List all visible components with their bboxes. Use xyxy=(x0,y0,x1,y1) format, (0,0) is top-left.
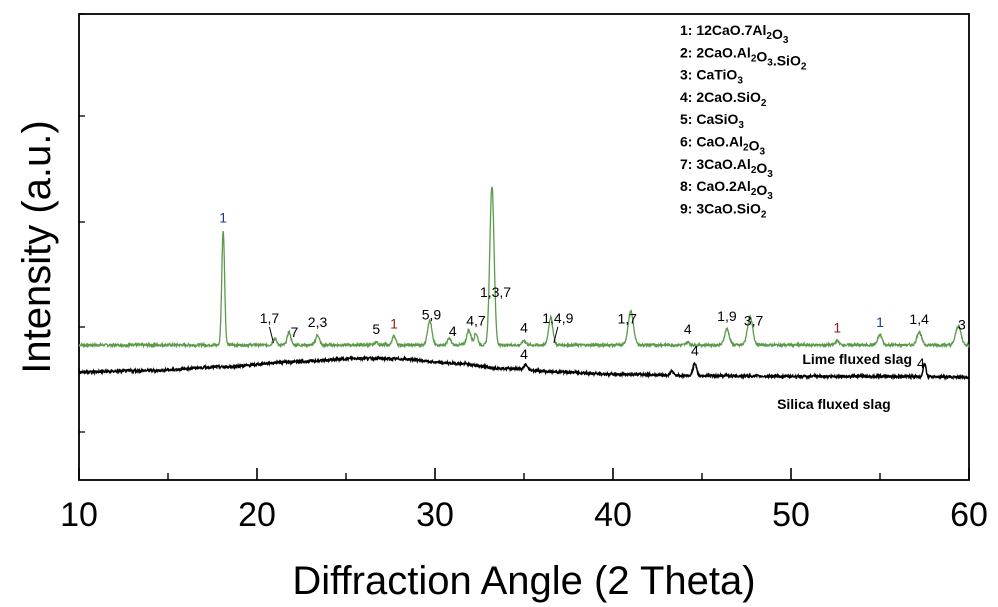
legend-entry: 4: 2CaO.SiO2 xyxy=(680,89,767,109)
x-tick-label: 50 xyxy=(772,496,810,534)
peak-annotations: 11,772,3 5 15,944,71,3,741,4,9 1,741,9 3,7 1 1… xyxy=(219,209,966,371)
x-axis-title: Diffraction Angle (2 Theta) xyxy=(292,559,755,603)
peak-label: 1 xyxy=(219,209,227,225)
legend-entry: 1: 12CaO.7Al2O3 xyxy=(680,22,789,46)
legend-entry: 7: 3CaO.Al2O3 xyxy=(680,156,773,180)
peak-label: 7 xyxy=(290,324,298,340)
peak-label: 3,7 xyxy=(744,313,764,329)
peak-label: 5 xyxy=(372,321,380,337)
legend-entry: 5: CaSiO3 xyxy=(680,111,744,131)
peak-label: 1,7 xyxy=(618,310,638,326)
peak-label: 4 xyxy=(520,320,528,336)
x-axis-ticks: 10 20 30 40 50 60 xyxy=(60,468,988,534)
peak-label: 4 xyxy=(917,355,925,371)
peak-label: 3 xyxy=(958,316,966,332)
peak-label: 4 xyxy=(520,346,528,362)
series-line xyxy=(78,354,970,381)
legend-entry: 6: CaO.Al2O3 xyxy=(680,134,765,158)
legend-entry: 3: CaTiO3 xyxy=(680,67,743,87)
peak-label: 1 xyxy=(833,320,841,336)
peak-label: 1,4 xyxy=(909,311,929,327)
peak-label: 4 xyxy=(684,321,692,337)
peak-label: 1,4,9 xyxy=(542,310,573,326)
peak-label: 1,7 xyxy=(260,310,280,326)
series-label: Silica fluxed slag xyxy=(777,396,891,412)
series-layer: Lime fluxed slag Silica fluxed slag xyxy=(78,186,970,412)
x-tick-label: 60 xyxy=(950,496,988,534)
series-label: Lime fluxed slag xyxy=(802,351,912,367)
peak-label: 1 xyxy=(876,314,884,330)
x-tick-label: 30 xyxy=(416,496,454,534)
peak-label: 4 xyxy=(691,342,699,358)
legend-entry: 9: 3CaO.SiO2 xyxy=(680,200,767,220)
peak-label: 1,9 xyxy=(717,308,737,324)
x-tick-label: 40 xyxy=(594,496,632,534)
y-axis-title: Intensity (a.u.) xyxy=(15,120,59,373)
peak-label: 5,9 xyxy=(422,307,442,323)
peak-label: 4 xyxy=(449,323,457,339)
peak-label: 1,3,7 xyxy=(480,284,511,300)
series-line xyxy=(78,186,970,349)
peak-label: 1 xyxy=(390,315,398,331)
x-tick-label: 10 xyxy=(60,496,98,534)
legend-entry: 2: 2CaO.Al2O3.SiO2 xyxy=(680,44,807,72)
peak-label: 4,7 xyxy=(466,312,486,328)
peak-leader-line xyxy=(553,326,559,344)
peak-label: 2,3 xyxy=(308,314,328,330)
y-axis-ticks xyxy=(79,13,85,433)
legend-entry: 8: CaO.2Al2O3 xyxy=(680,178,773,202)
peak-leader-line xyxy=(268,326,274,344)
x-tick-label: 20 xyxy=(238,496,276,534)
